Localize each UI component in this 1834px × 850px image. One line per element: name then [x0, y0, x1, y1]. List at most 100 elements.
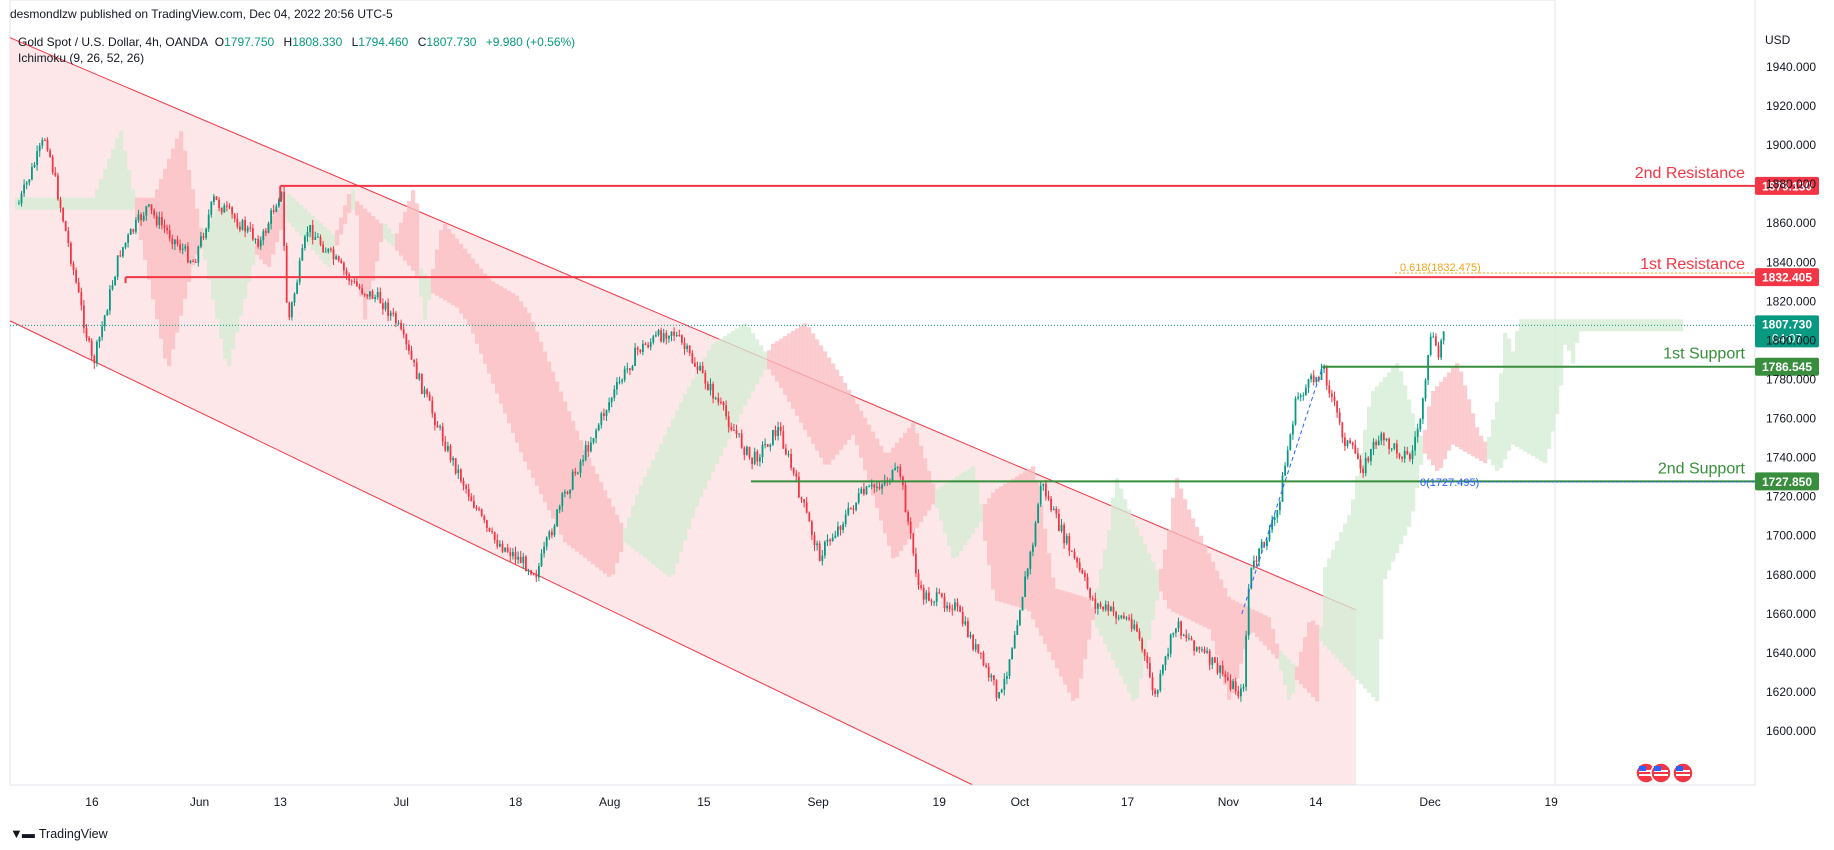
cloud-slice: [147, 197, 152, 280]
cloud-slice: [983, 504, 988, 541]
candle-body: [811, 521, 813, 536]
cloud-slice: [1219, 579, 1224, 671]
candle-body: [782, 431, 785, 449]
symbol-legend[interactable]: Gold Spot / U.S. Dollar, 4h, OANDA O1797…: [18, 35, 575, 49]
cloud-slice: [243, 228, 248, 299]
cloud-slice: [563, 401, 568, 543]
candle-body: [1221, 665, 1224, 675]
candle-body: [577, 472, 579, 474]
candle-body: [818, 543, 821, 562]
candle-body: [605, 410, 608, 416]
cloud-slice: [1531, 319, 1536, 457]
cloud-slice: [423, 273, 428, 320]
channel-upper-line[interactable]: [9, 37, 1357, 611]
candle-body: [1000, 689, 1003, 693]
candle-body: [51, 156, 54, 173]
candle-body: [1377, 440, 1380, 446]
us-flag-event-icon[interactable]: [1672, 762, 1694, 784]
candle-body: [1045, 483, 1047, 497]
support-resistance-levels[interactable]: 2nd Resistance 1879.130 1st Resistance 1832…: [10, 165, 1819, 614]
cloud-slice: [579, 440, 584, 555]
candle-body: [743, 447, 746, 455]
cloud-slice: [1647, 319, 1652, 332]
cloud-slice: [115, 138, 120, 210]
candle-body: [1065, 535, 1068, 544]
level-price-label: 1727.850: [1762, 475, 1812, 489]
symbol-title[interactable]: Gold Spot / U.S. Dollar, 4h, OANDA: [18, 35, 208, 49]
cloud-slice: [295, 201, 300, 232]
level-name-label: 1st Resistance: [1640, 256, 1745, 273]
channel-lower-line[interactable]: [9, 320, 974, 786]
time-tick-label: Sep: [808, 795, 830, 809]
cloud-slice: [1419, 435, 1424, 465]
cloud-slice: [999, 486, 1004, 603]
cloud-slice: [239, 224, 244, 316]
candle-body: [1003, 678, 1006, 690]
cloud-slice: [599, 482, 604, 571]
fib-trend-line[interactable]: [1241, 366, 1323, 614]
cloud-slice: [987, 498, 992, 566]
candle-body: [863, 488, 865, 495]
candle-body: [1084, 573, 1086, 578]
cloud-slice: [219, 202, 224, 339]
us-flag-event-icon[interactable]: [1635, 762, 1657, 784]
candle-body: [1042, 483, 1045, 486]
candle-body: [210, 202, 213, 215]
candle-body: [67, 230, 70, 244]
cloud-slice: [663, 435, 668, 574]
price-axis[interactable]: 1940.000 1920.000 1900.000 1880.000 1860.000…: [1766, 60, 1816, 738]
candle-body: [1006, 676, 1008, 679]
cloud-slice: [771, 343, 776, 376]
time-tick-label: Dec: [1419, 795, 1440, 809]
open-value: 1797.750: [224, 35, 275, 49]
price-tick-label: 1660.000: [1766, 607, 1816, 621]
candle-body: [1292, 424, 1294, 435]
cloud-slice: [647, 468, 652, 562]
candle-body: [1422, 398, 1424, 420]
candle-body: [707, 383, 709, 391]
cloud-slice: [619, 522, 624, 552]
cloud-slice: [427, 278, 432, 301]
cloud-slice: [943, 483, 948, 534]
candle-body: [122, 247, 124, 257]
candle-body: [909, 521, 912, 534]
cloud-slice: [519, 301, 524, 453]
cloud-slice: [1467, 399, 1472, 454]
candle-body: [405, 334, 408, 345]
cloud-slice: [1347, 514, 1352, 672]
candle-body: [127, 234, 129, 243]
cloud-slice: [639, 485, 644, 555]
candle-body: [506, 547, 509, 552]
cloud-slice: [775, 341, 780, 382]
cloud-slice: [939, 486, 944, 521]
candle-body: [358, 286, 361, 289]
candle-body: [1224, 674, 1227, 678]
candle-body: [665, 333, 668, 339]
cloud-slice: [1287, 659, 1292, 700]
price-tick-label: 1780.000: [1766, 372, 1816, 386]
level-price-badge: [1755, 472, 1819, 491]
cloud-slice: [1039, 504, 1044, 636]
cloud-slice: [1627, 319, 1632, 332]
candle-body: [166, 227, 168, 231]
candle-body: [642, 343, 644, 352]
cloud-slice: [1371, 391, 1376, 698]
indicator-legend[interactable]: Ichimoku (9, 26, 52, 26): [18, 51, 145, 65]
candle-body: [1367, 457, 1370, 462]
cloud-slice: [123, 150, 128, 210]
time-tick-label: 19: [933, 795, 947, 809]
candle-body: [280, 191, 283, 200]
candle-body: [748, 446, 751, 458]
time-axis[interactable]: 16 Jun 13 Jul 18 Aug 15 Sep 19 Oct 17 Nov 14 Dec 19: [10, 784, 1755, 809]
candle-body: [1055, 508, 1058, 514]
us-flag-event-icon[interactable]: [1650, 762, 1672, 784]
tradingview-brand[interactable]: ▼▬ TradingView: [10, 826, 108, 841]
cloud-slice: [819, 345, 824, 458]
cloud-slice: [691, 379, 696, 518]
candle-body: [805, 502, 808, 513]
cloud-slice: [439, 230, 444, 299]
cloud-slice: [479, 268, 484, 354]
candle-body: [920, 585, 922, 588]
candle-body: [1328, 385, 1331, 394]
